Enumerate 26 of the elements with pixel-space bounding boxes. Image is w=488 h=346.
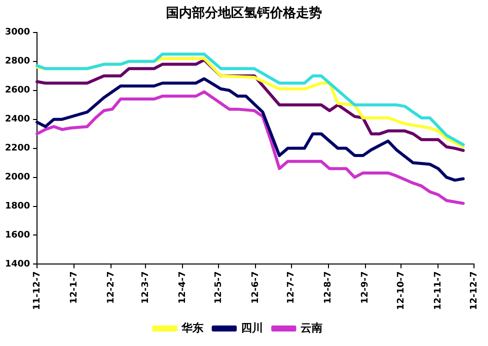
x-tick-label: 12-7-7 <box>286 271 297 304</box>
chart-title: 国内部分地区氢钙价格走势 <box>165 4 323 23</box>
x-tick-label: 12-6-7 <box>250 271 261 304</box>
x-tick-label: 12-1-7 <box>69 271 80 304</box>
x-tick-label: 12-8-7 <box>324 271 334 304</box>
x-tick-label: 12-5-7 <box>214 271 224 304</box>
x-tick-label: 11-12-7 <box>32 271 42 310</box>
x-tick-label: 12-4-7 <box>178 271 188 304</box>
y-tick-label: 1600 <box>4 230 30 241</box>
y-tick-label: 2800 <box>4 56 30 67</box>
x-tick-label: 12-12-7 <box>469 271 480 310</box>
y-tick-label: 2600 <box>4 86 30 96</box>
legend-label: 云南 <box>300 321 322 334</box>
y-tick-label: 3000 <box>4 28 30 38</box>
x-tick-label: 12-3-7 <box>141 271 152 304</box>
legend-label: 四川 <box>240 321 263 334</box>
y-tick-label: 1800 <box>4 202 30 212</box>
y-tick-label: 2400 <box>4 114 30 125</box>
x-tick-label: 12-2-7 <box>106 271 116 304</box>
y-tick-label: 2000 <box>4 172 30 183</box>
x-tick-label: 12-10-7 <box>396 271 407 310</box>
y-tick-label: 2200 <box>4 144 30 154</box>
x-tick-label: 12-9-7 <box>360 271 371 304</box>
x-tick-label: 12-11-7 <box>434 271 444 310</box>
y-tick-label: 1400 <box>4 260 30 270</box>
legend-label: 华东 <box>180 321 204 334</box>
